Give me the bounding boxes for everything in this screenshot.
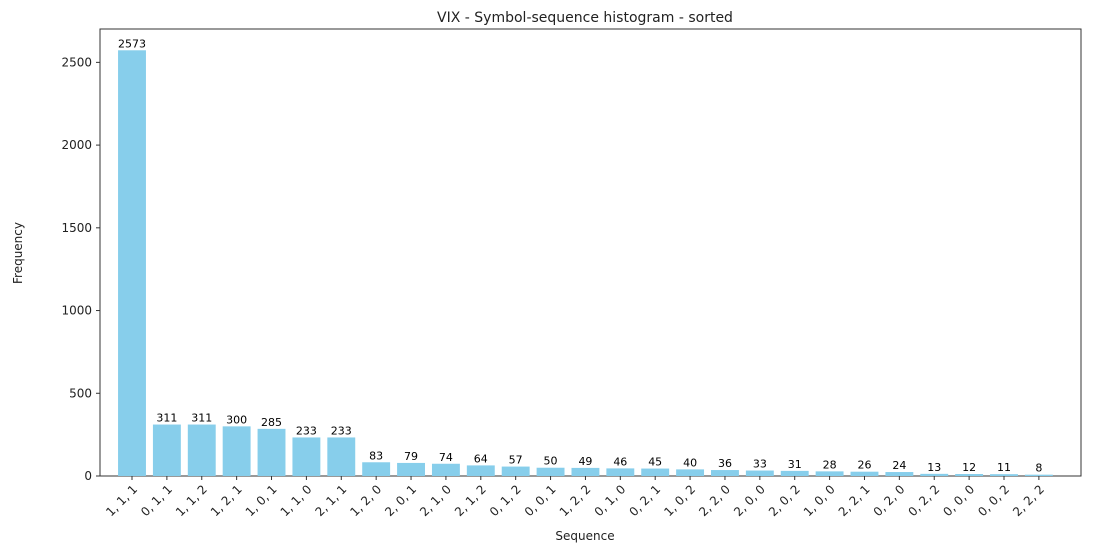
- value-label: 74: [439, 451, 453, 464]
- bar: [780, 470, 809, 476]
- bar: [327, 437, 356, 476]
- x-tick-label: 0, 0, 2: [975, 482, 1012, 519]
- bar: [536, 467, 565, 476]
- x-tick-label: 0, 2, 1: [626, 482, 663, 519]
- bar: [152, 424, 181, 476]
- x-tick-label: 1, 0, 0: [801, 482, 838, 519]
- bar: [362, 462, 391, 476]
- value-label: 12: [962, 461, 976, 474]
- value-label: 26: [857, 459, 871, 472]
- x-tick-label: 2, 2, 2: [1010, 482, 1047, 519]
- bar: [711, 470, 739, 476]
- x-tick-label: 1, 1, 0: [278, 482, 315, 519]
- bar: [292, 437, 321, 476]
- y-tick-label: 1500: [61, 221, 92, 235]
- x-tick-label: 2, 0, 0: [731, 482, 768, 519]
- x-tick-label: 0, 2, 0: [871, 482, 908, 519]
- y-tick-label: 1000: [61, 304, 92, 318]
- value-label: 311: [191, 412, 212, 425]
- value-label: 11: [997, 461, 1011, 474]
- value-label: 46: [613, 455, 627, 468]
- x-tick-label: 1, 2, 2: [557, 482, 594, 519]
- x-tick-label: 1, 0, 1: [243, 482, 280, 519]
- value-label: 233: [296, 424, 317, 437]
- value-label: 57: [509, 454, 523, 467]
- value-label: 28: [823, 458, 837, 471]
- x-tick-label: 2, 0, 1: [382, 482, 419, 519]
- x-tick-label: 2, 2, 1: [836, 482, 873, 519]
- value-label: 40: [683, 456, 697, 469]
- x-tick-label: 0, 0, 0: [940, 482, 977, 519]
- x-tick-label: 2, 0, 2: [766, 482, 803, 519]
- bar: [606, 468, 635, 476]
- x-tick-label: 0, 2, 2: [905, 482, 942, 519]
- x-tick-label: 2, 1, 1: [313, 482, 350, 519]
- bar: [885, 472, 914, 476]
- y-tick-label: 2500: [61, 55, 92, 69]
- x-tick-label: 2, 1, 2: [452, 482, 489, 519]
- x-tick-label: 1, 2, 1: [208, 482, 245, 519]
- y-tick-label: 500: [69, 386, 92, 400]
- bar: [955, 474, 984, 476]
- x-tick-label: 1, 2, 0: [347, 482, 384, 519]
- value-label: 45: [648, 456, 662, 469]
- x-tick-label: 0, 0, 1: [522, 482, 559, 519]
- value-label: 83: [369, 449, 383, 462]
- bar: [118, 50, 146, 477]
- value-label: 285: [261, 416, 282, 429]
- bar: [501, 466, 530, 476]
- bar: [397, 462, 425, 476]
- bar: [431, 463, 460, 476]
- value-label: 233: [331, 424, 352, 437]
- bar: [641, 468, 670, 476]
- value-label: 79: [404, 450, 418, 463]
- bar: [850, 471, 879, 476]
- value-label: 300: [226, 413, 247, 426]
- value-label: 49: [578, 455, 592, 468]
- x-tick-label: 0, 1, 1: [138, 482, 175, 519]
- bar: [187, 424, 216, 476]
- x-tick-label: 0, 1, 0: [592, 482, 629, 519]
- x-tick-label: 2, 1, 0: [417, 482, 454, 519]
- bar: [920, 473, 949, 476]
- bar: [676, 469, 705, 476]
- x-tick-label: 1, 1, 2: [173, 482, 210, 519]
- value-label: 64: [474, 452, 488, 465]
- bar: [571, 467, 600, 476]
- x-tick-label: 0, 1, 2: [487, 482, 524, 519]
- bar: [222, 426, 251, 476]
- value-label: 31: [788, 458, 802, 471]
- bar: [815, 471, 844, 476]
- bar: [257, 428, 286, 476]
- bar: [1024, 474, 1053, 476]
- value-label: 8: [1035, 462, 1042, 475]
- value-label: 50: [544, 455, 558, 468]
- value-label: 13: [927, 461, 941, 474]
- plot-frame: [99, 28, 1082, 477]
- bar: [990, 474, 1018, 476]
- y-tick-label: 2000: [61, 138, 92, 152]
- x-tick-label: 2, 2, 0: [696, 482, 733, 519]
- bar: [466, 465, 495, 476]
- value-label: 24: [892, 459, 906, 472]
- value-label: 311: [156, 412, 177, 425]
- y-axis-label: Frequency: [11, 222, 25, 284]
- x-axis-label: Sequence: [555, 529, 614, 543]
- value-label: 33: [753, 458, 767, 471]
- chart-title: VIX - Symbol-sequence histogram - sorted: [437, 10, 733, 26]
- value-label: 2573: [118, 37, 146, 50]
- y-tick-label: 0: [84, 469, 92, 483]
- bar: [745, 470, 774, 476]
- value-label: 36: [718, 457, 732, 470]
- x-tick-label: 1, 1, 1: [103, 482, 140, 519]
- x-tick-label: 1, 0, 2: [661, 482, 698, 519]
